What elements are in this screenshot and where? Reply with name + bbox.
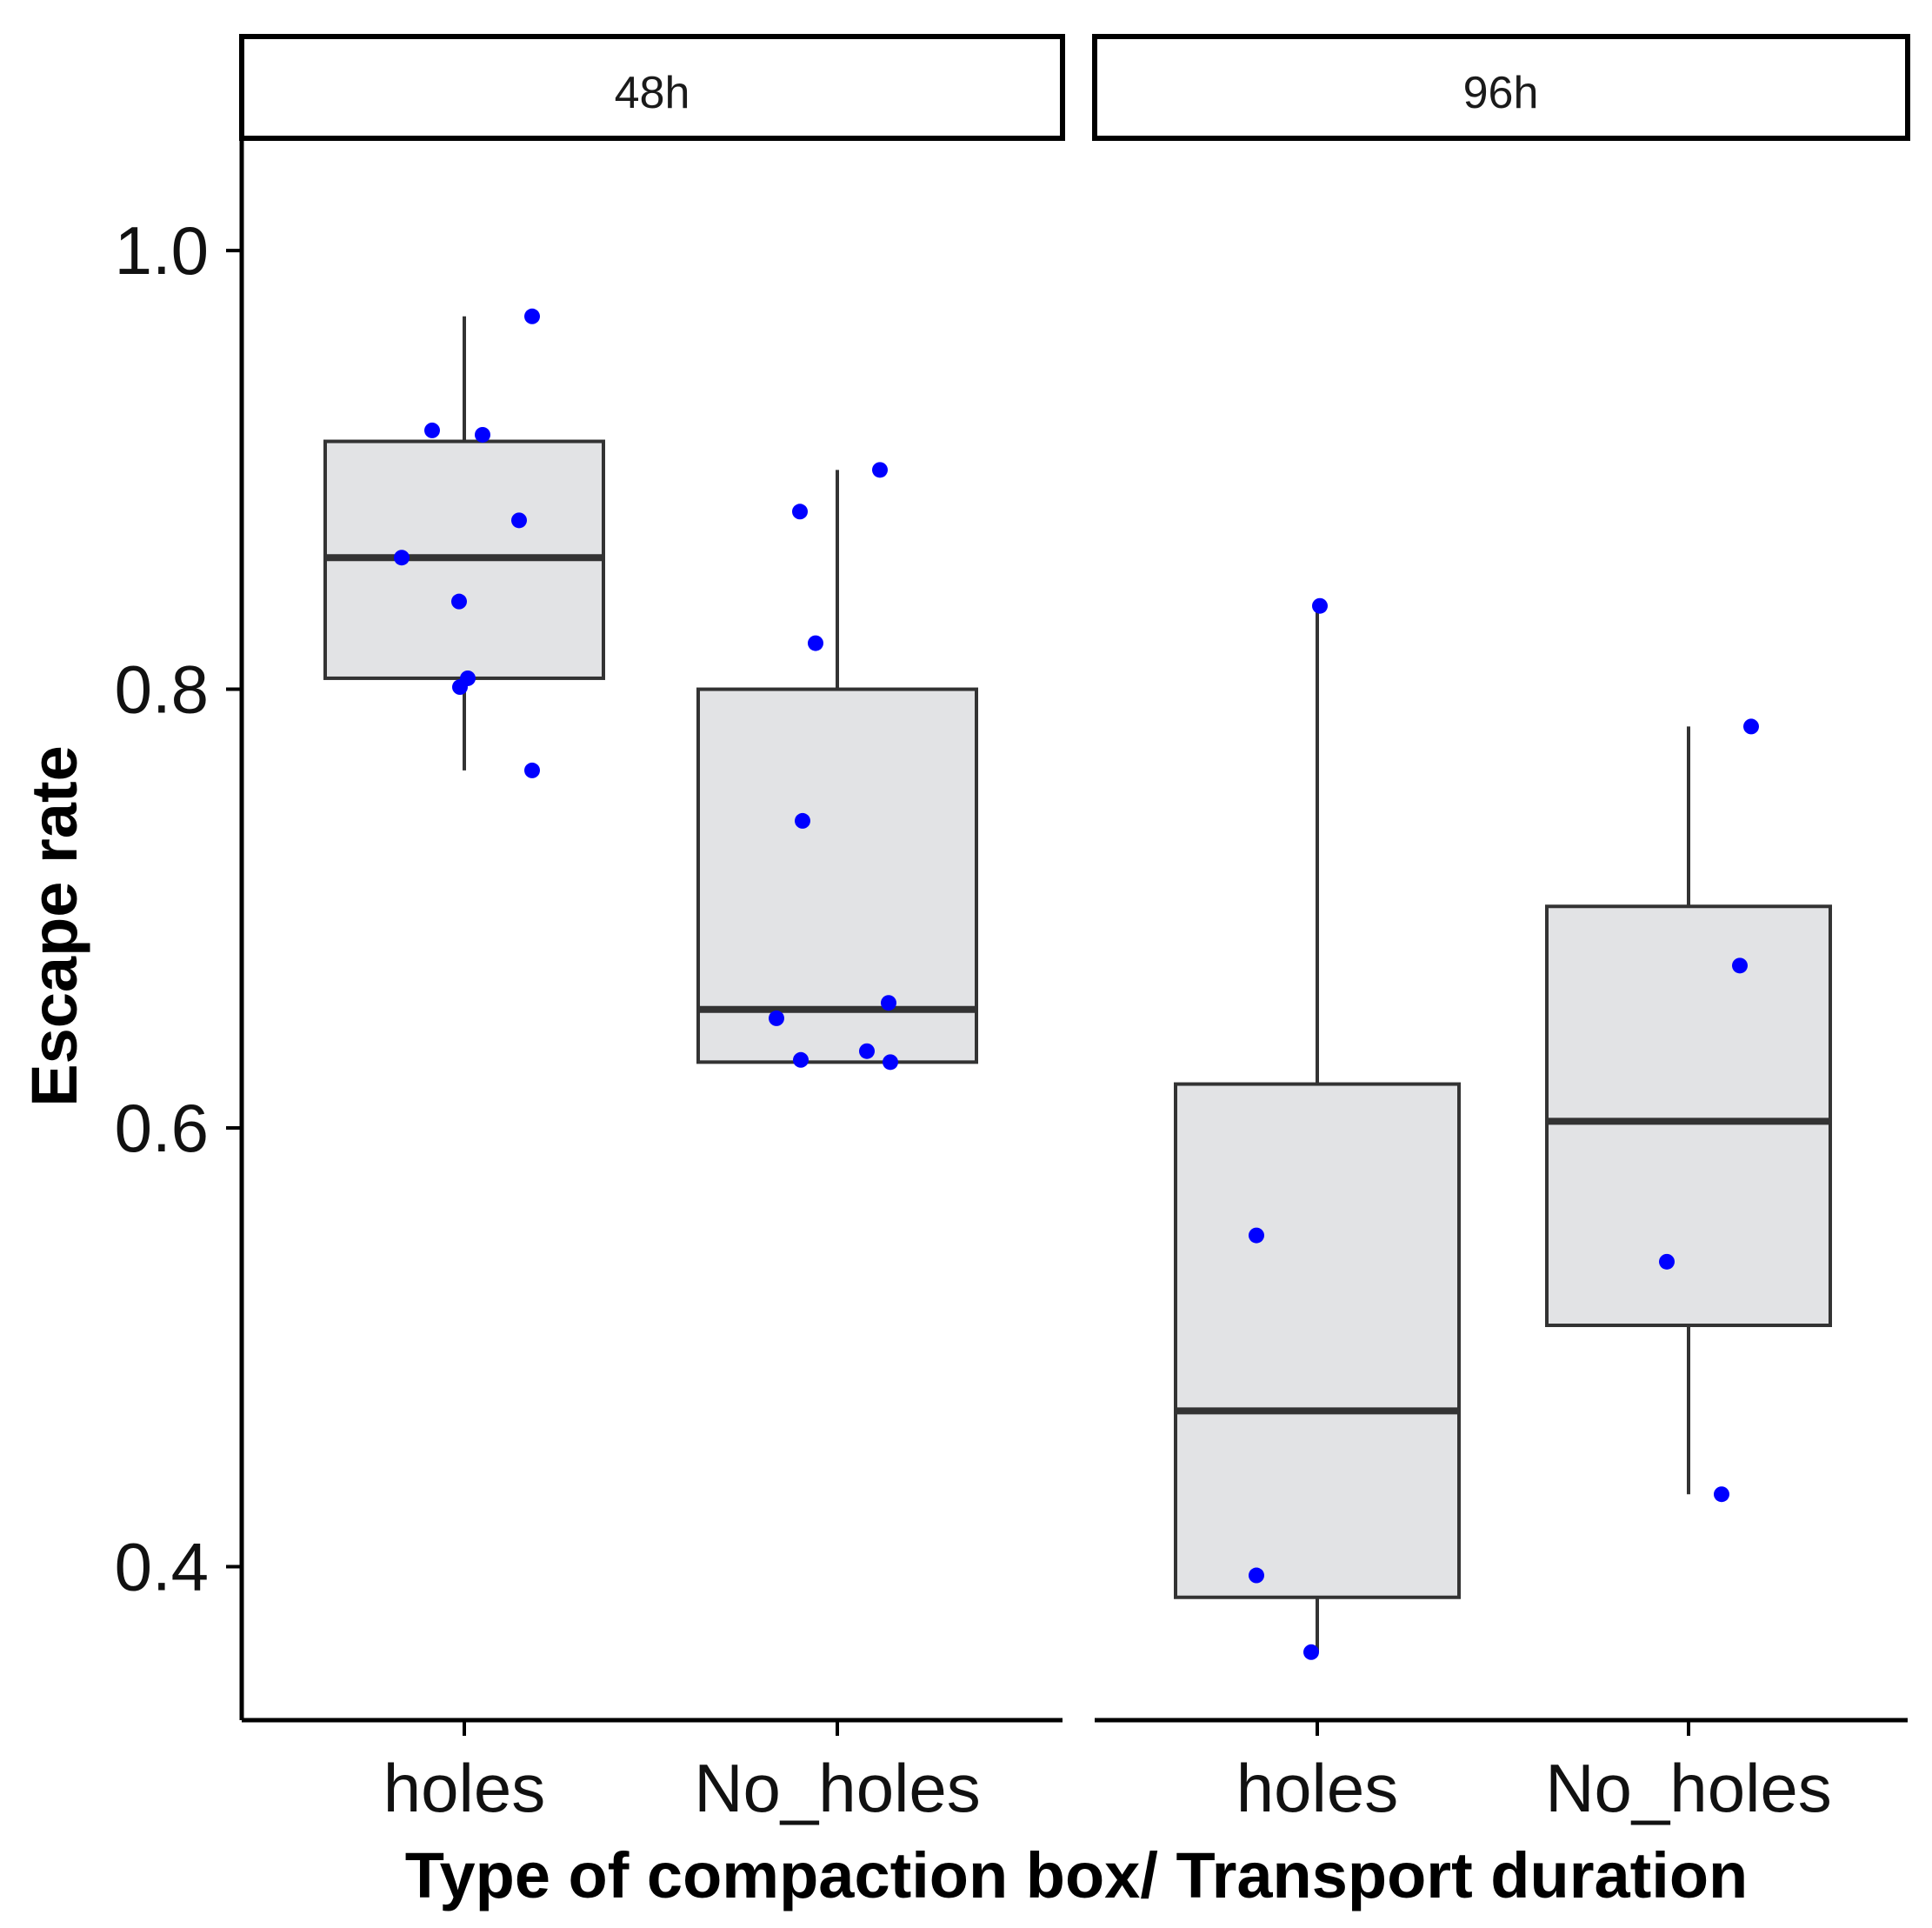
data-point [511, 512, 527, 529]
data-point [1732, 957, 1748, 974]
box-No_holes [1545, 904, 1832, 1328]
strip-48h [239, 34, 1065, 141]
data-point [451, 593, 467, 610]
data-point [424, 422, 440, 438]
data-point [1249, 1227, 1264, 1244]
data-point [452, 679, 468, 696]
y-tick-label: 0.8 [115, 651, 209, 728]
data-point [792, 504, 808, 520]
y-axis-title: Escape rate [18, 745, 90, 1107]
panel-48h: holes No_holes [242, 308, 1063, 1826]
y-axis: 0.4 0.6 0.8 1.0 [115, 141, 244, 1720]
data-point [793, 1051, 809, 1068]
data-point [524, 762, 540, 778]
data-point [883, 1054, 898, 1071]
y-tick-label: 0.4 [115, 1528, 209, 1604]
data-point [1249, 1567, 1264, 1584]
data-point [881, 995, 896, 1011]
data-point [769, 1010, 784, 1026]
y-tick-label: 0.6 [115, 1090, 209, 1166]
data-point [394, 550, 410, 566]
box-holes [1174, 1082, 1461, 1599]
data-point [475, 426, 490, 443]
x-tick-label: holes [383, 1750, 545, 1826]
data-point [1659, 1253, 1675, 1270]
data-point [859, 1043, 875, 1059]
strip-96h [1092, 34, 1910, 141]
x-tick-label: No_holes [694, 1750, 981, 1826]
data-point [1303, 1644, 1319, 1660]
x-tick-label: holes [1236, 1750, 1398, 1826]
x-tick-label: No_holes [1545, 1750, 1832, 1826]
data-point [524, 308, 540, 324]
y-tick-label: 1.0 [115, 212, 209, 289]
strip-label-48h: 48h [615, 68, 690, 118]
data-point [1743, 718, 1759, 735]
data-point [872, 462, 888, 478]
data-point [1714, 1486, 1729, 1503]
data-point [808, 635, 823, 651]
data-point [1312, 597, 1328, 614]
x-axis-title: Type of compaction box/ Transport durati… [405, 1839, 1749, 1911]
panel-96h: holes No_holes [1095, 597, 1908, 1826]
data-point [795, 812, 810, 829]
box-No_holes [696, 687, 978, 1064]
strip-label-96h: 96h [1463, 68, 1539, 118]
